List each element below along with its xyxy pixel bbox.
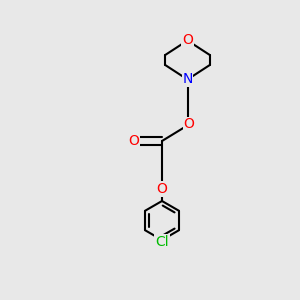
- Text: O: O: [184, 118, 194, 131]
- Text: O: O: [182, 34, 193, 47]
- Text: O: O: [128, 134, 139, 148]
- Text: N: N: [182, 73, 193, 86]
- Text: O: O: [157, 182, 167, 196]
- Text: Cl: Cl: [155, 235, 169, 248]
